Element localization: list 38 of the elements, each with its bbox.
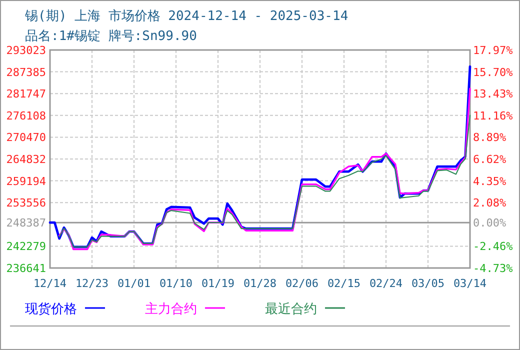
- y-tick-label: 276108: [6, 109, 46, 122]
- y2-tick-label: 4.35%: [473, 174, 506, 188]
- y2-tick-label: 11.16%: [473, 109, 514, 122]
- legend-label: 主力合约: [145, 301, 197, 317]
- x-tick-label: 12/23: [75, 277, 109, 290]
- y-tick-label: 281747: [6, 88, 46, 101]
- x-tick-label: 03/05: [411, 277, 445, 290]
- chart-title: 锡(期) 上海 市场价格 2024-12-14 - 2025-03-14: [24, 9, 348, 24]
- y2-tick-label: 0.00%: [473, 216, 506, 230]
- y-tick-label: 264832: [6, 153, 46, 166]
- y2-tick-label: -2.46%: [473, 240, 514, 254]
- x-tick-label: 02/15: [327, 277, 361, 290]
- x-tick-label: 01/01: [117, 277, 151, 290]
- x-tick-label: 01/10: [159, 277, 193, 290]
- x-tick-label: 02/24: [369, 277, 403, 290]
- y2-tick-label: 17.97%: [473, 44, 514, 57]
- y-tick-label: 253556: [6, 196, 46, 210]
- y-tick-label: 259194: [6, 174, 46, 188]
- y2-tick-label: 6.62%: [473, 153, 506, 166]
- x-tick-label: 01/28: [243, 277, 277, 290]
- y2-tick-label: 8.89%: [473, 131, 506, 144]
- y-tick-label: 242279: [6, 240, 46, 254]
- legend-label: 现货价格: [25, 302, 77, 317]
- y-tick-label: 248387: [6, 216, 46, 230]
- y-tick-label: 236641: [6, 262, 46, 275]
- legend-label: 最近合约: [265, 302, 317, 317]
- x-tick-label: 01/19: [201, 277, 235, 290]
- y2-tick-label: 2.08%: [473, 196, 506, 210]
- x-tick-label: 03/14: [453, 277, 487, 290]
- y-tick-label: 270470: [6, 131, 46, 144]
- y2-tick-label: 15.70%: [473, 66, 514, 79]
- y-tick-label: 287385: [6, 66, 46, 79]
- y2-tick-label: 13.43%: [473, 88, 514, 101]
- x-tick-label: 12/14: [33, 277, 67, 290]
- y-tick-label: 293023: [6, 44, 46, 57]
- y2-tick-label: -4.73%: [473, 262, 514, 275]
- x-tick-label: 02/06: [285, 277, 319, 290]
- chart-subtitle: 品名:1#锡锭 牌号:Sn99.90: [25, 29, 197, 44]
